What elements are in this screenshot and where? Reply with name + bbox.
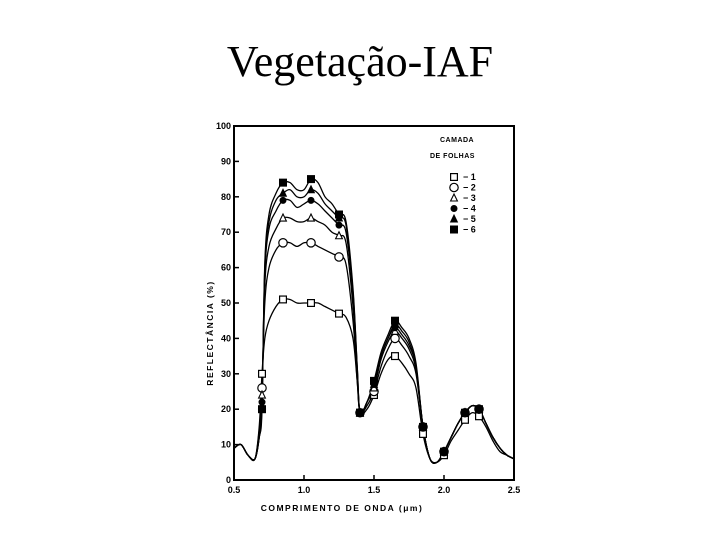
axis-ticks: 0 10 20 30 40 50 60 70 80 90 100 0.5 1.0 1.5 2.0 2.5 bbox=[216, 121, 520, 495]
series-point-1 bbox=[335, 309, 344, 318]
x-tick-label: 2.0 bbox=[438, 485, 451, 495]
series-point-1 bbox=[278, 295, 287, 304]
series-line-4 bbox=[233, 198, 515, 464]
series-point-3 bbox=[257, 389, 267, 399]
series-point-6 bbox=[461, 408, 470, 417]
series-point-3 bbox=[334, 230, 344, 240]
legend-label-2: − 2 bbox=[463, 183, 476, 193]
x-tick-label: 0.5 bbox=[228, 485, 241, 495]
series-point-1 bbox=[306, 299, 315, 308]
series-point-6 bbox=[278, 178, 287, 187]
y-tick-label: 50 bbox=[221, 298, 231, 308]
series-line-3 bbox=[233, 216, 515, 464]
series-point-1 bbox=[257, 369, 266, 378]
y-tick-label: 70 bbox=[221, 227, 231, 237]
series-point-5 bbox=[306, 184, 316, 194]
series-point-2 bbox=[334, 252, 344, 262]
series-point-2 bbox=[390, 333, 400, 344]
legend-marker-2 bbox=[449, 182, 459, 193]
series-point-3 bbox=[278, 212, 288, 222]
y-tick-label: 40 bbox=[221, 333, 231, 343]
series-point-6 bbox=[370, 376, 379, 385]
y-tick-label: 30 bbox=[221, 369, 231, 379]
series-point-6 bbox=[419, 422, 428, 431]
legend-label-5: − 5 bbox=[463, 214, 476, 224]
legend: CAMADA DE FOLHAS − 1− 2− 3− 4− 5− 6 bbox=[430, 137, 476, 235]
x-tick-label: 1.0 bbox=[298, 485, 311, 495]
series-point-3 bbox=[306, 212, 316, 222]
legend-marker-6 bbox=[450, 225, 459, 234]
y-tick-label: 0 bbox=[226, 475, 231, 485]
series-point-1 bbox=[391, 352, 400, 361]
y-tick-label: 20 bbox=[221, 404, 231, 414]
series-point-6 bbox=[335, 210, 344, 219]
legend-label-4: − 4 bbox=[463, 204, 476, 214]
x-axis-title: COMPRIMENTO DE ONDA (μm) bbox=[261, 503, 424, 513]
series-point-2 bbox=[278, 238, 288, 248]
series-point-5 bbox=[278, 188, 288, 197]
series-point-6 bbox=[440, 447, 449, 456]
legend-label-3: − 3 bbox=[463, 193, 476, 203]
series-point-6 bbox=[475, 405, 484, 414]
series-point-4 bbox=[279, 196, 287, 204]
series-point-4 bbox=[335, 221, 343, 229]
legend-label-6: − 6 bbox=[463, 225, 476, 235]
legend-marker-3 bbox=[449, 192, 459, 202]
series-line-2 bbox=[233, 241, 515, 464]
series-point-4 bbox=[307, 196, 315, 204]
legend-label-1: − 1 bbox=[463, 172, 476, 182]
x-tick-label: 2.5 bbox=[508, 485, 521, 495]
series-point-6 bbox=[391, 316, 400, 325]
series-point-6 bbox=[257, 405, 266, 414]
y-tick-label: 60 bbox=[221, 263, 231, 273]
legend-marker-4 bbox=[450, 205, 458, 212]
legend-marker-1 bbox=[450, 172, 459, 181]
y-tick-label: 10 bbox=[221, 440, 231, 450]
reflectance-chart: 0 10 20 30 40 50 60 70 80 90 100 0.5 1.0 1.5 2.0 2.5 CA… bbox=[204, 121, 520, 513]
legend-marker-5 bbox=[449, 213, 459, 223]
y-tick-label: 100 bbox=[216, 121, 231, 131]
y-axis-title: REFLECTÂNCIA (%) bbox=[204, 280, 215, 385]
legend-title-line2: DE FOLHAS bbox=[430, 153, 475, 160]
series-point-2 bbox=[306, 238, 316, 248]
series-point-6 bbox=[356, 408, 365, 417]
y-tick-label: 90 bbox=[221, 156, 231, 166]
x-tick-label: 1.5 bbox=[368, 485, 381, 495]
slide-title: Vegetação-IAF bbox=[226, 37, 494, 86]
series-markers bbox=[257, 175, 484, 460]
legend-title-line1: CAMADA bbox=[440, 137, 474, 144]
series-point-6 bbox=[306, 175, 315, 184]
y-tick-label: 80 bbox=[221, 192, 231, 202]
